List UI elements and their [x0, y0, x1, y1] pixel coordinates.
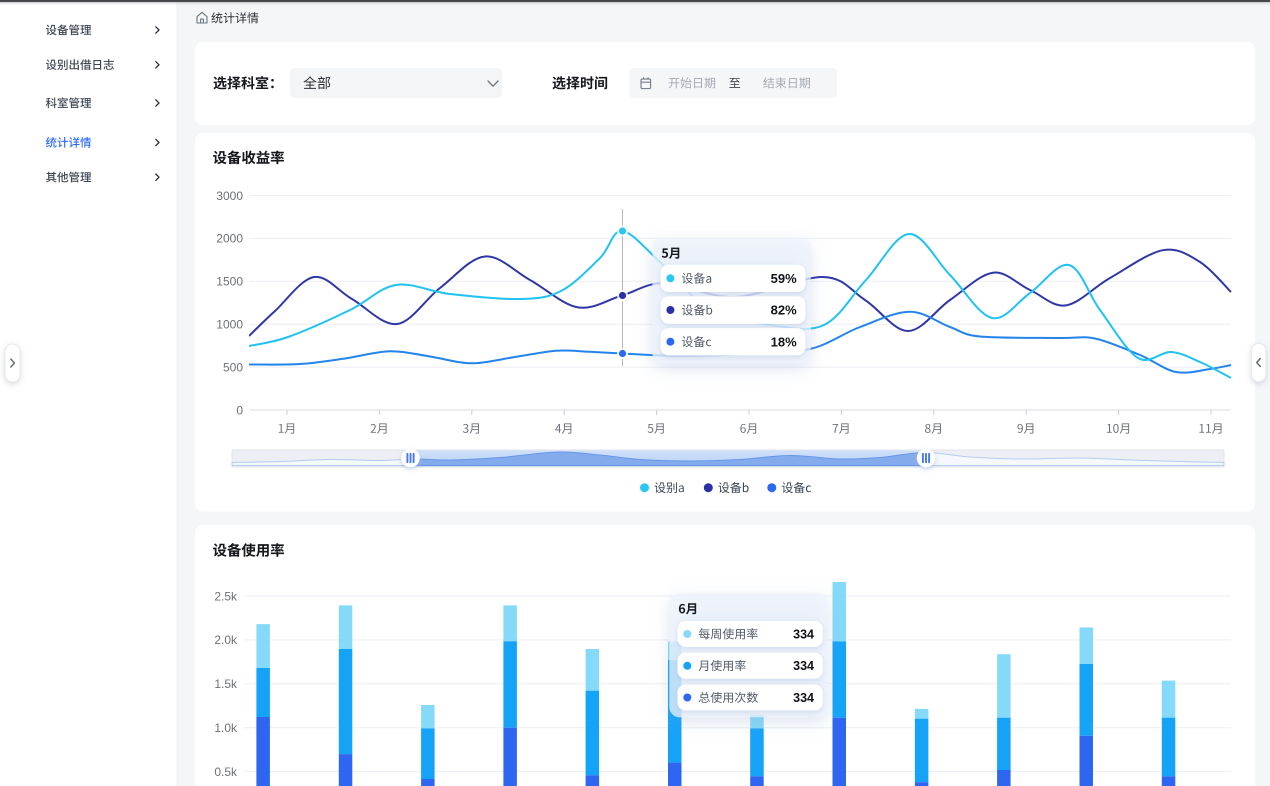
- svg-text:334: 334: [793, 627, 814, 641]
- svg-text:1500: 1500: [216, 275, 243, 289]
- svg-text:3000: 3000: [216, 189, 243, 203]
- svg-text:500: 500: [223, 360, 243, 374]
- svg-text:0: 0: [236, 403, 243, 417]
- svg-text:334: 334: [793, 691, 814, 705]
- svg-text:1.5k: 1.5k: [214, 677, 238, 691]
- svg-text:18%: 18%: [771, 334, 797, 349]
- svg-text:334: 334: [793, 659, 814, 673]
- svg-text:1000: 1000: [216, 318, 243, 332]
- svg-text:2000: 2000: [216, 232, 243, 246]
- svg-text:1.0k: 1.0k: [214, 721, 238, 735]
- svg-text:2.5k: 2.5k: [214, 589, 238, 603]
- svg-text:59%: 59%: [771, 271, 797, 286]
- svg-text:0.5k: 0.5k: [214, 765, 238, 779]
- svg-text:82%: 82%: [771, 303, 797, 318]
- svg-text:2.0k: 2.0k: [214, 633, 238, 647]
